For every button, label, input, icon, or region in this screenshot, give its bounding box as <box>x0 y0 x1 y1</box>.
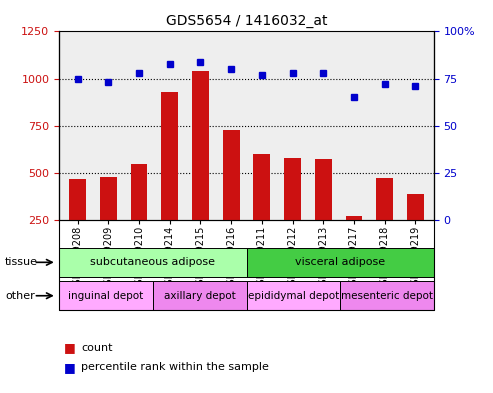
Text: mesenteric depot: mesenteric depot <box>341 291 433 301</box>
Bar <box>346 216 362 220</box>
Bar <box>69 178 86 220</box>
Text: visceral adipose: visceral adipose <box>295 257 385 267</box>
Text: percentile rank within the sample: percentile rank within the sample <box>81 362 269 373</box>
Text: ■: ■ <box>64 361 76 374</box>
Text: epididymal depot: epididymal depot <box>247 291 339 301</box>
Text: axillary depot: axillary depot <box>164 291 236 301</box>
Bar <box>284 158 301 220</box>
Text: tissue: tissue <box>5 257 38 267</box>
Text: inguinal depot: inguinal depot <box>69 291 143 301</box>
Bar <box>192 71 209 220</box>
Bar <box>315 159 332 220</box>
Bar <box>100 177 117 220</box>
Bar <box>407 194 424 220</box>
Bar <box>253 154 270 220</box>
Bar <box>376 178 393 220</box>
Text: GDS5654 / 1416032_at: GDS5654 / 1416032_at <box>166 14 327 28</box>
Bar <box>131 164 147 220</box>
Bar <box>223 130 240 220</box>
Text: count: count <box>81 343 113 353</box>
Bar <box>161 92 178 220</box>
Text: subcutaneous adipose: subcutaneous adipose <box>90 257 215 267</box>
Text: other: other <box>5 291 35 301</box>
Text: ■: ■ <box>64 341 76 354</box>
